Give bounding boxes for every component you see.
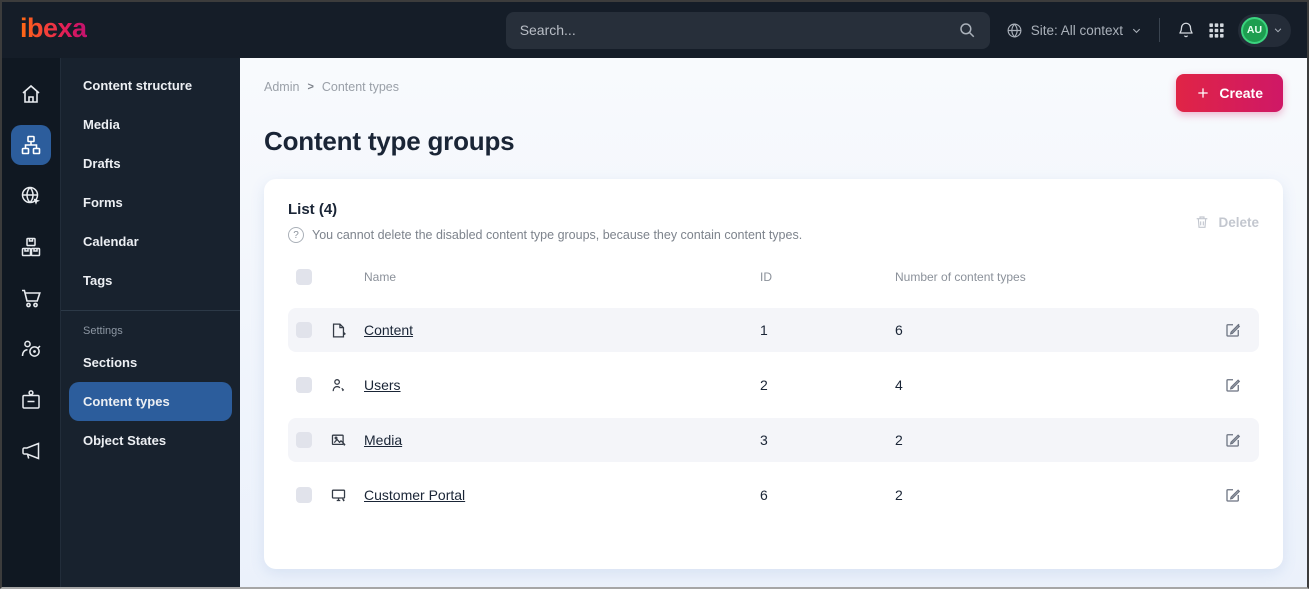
edit-icon	[1226, 434, 1241, 447]
menu-item-drafts[interactable]: Drafts	[83, 156, 121, 171]
row-checkbox[interactable]	[296, 377, 312, 393]
bell-icon[interactable]	[1177, 21, 1195, 39]
column-name: Name	[364, 270, 397, 284]
site-globe-icon	[21, 186, 40, 205]
menu-item-calendar[interactable]: Calendar	[83, 234, 139, 249]
megaphone-icon	[22, 442, 40, 460]
row-link-content[interactable]: Content	[364, 322, 414, 338]
edit-button[interactable]	[1215, 486, 1251, 504]
row-checkbox[interactable]	[296, 322, 312, 338]
table-row: Customer Portal 6 2	[288, 473, 1259, 517]
search-icon[interactable]	[958, 21, 976, 39]
row-checkbox[interactable]	[296, 432, 312, 448]
search-input[interactable]	[519, 22, 958, 38]
nav-rail	[2, 58, 60, 587]
create-button-label: Create	[1219, 85, 1263, 101]
plus-icon	[1198, 88, 1209, 98]
row-id: 2	[760, 377, 768, 393]
delete-button[interactable]: Delete	[1194, 214, 1259, 230]
menu-item-content-structure[interactable]: Content structure	[83, 78, 193, 93]
user-menu[interactable]: AU	[1238, 13, 1291, 47]
nav-corporate[interactable]	[11, 380, 51, 420]
topbar: ibexa Site: All context	[2, 2, 1307, 58]
create-button[interactable]: Create	[1176, 74, 1283, 112]
content-tree-icon	[21, 135, 41, 155]
nav-segments[interactable]	[11, 329, 51, 369]
main-content: Admin > Content types Create Content typ…	[240, 58, 1307, 587]
badge-icon	[22, 390, 40, 409]
row-count: 2	[895, 432, 903, 448]
nav-home[interactable]	[11, 74, 51, 114]
edit-button[interactable]	[1215, 321, 1251, 339]
portal-monitor-icon	[331, 489, 346, 502]
menu-item-content-types[interactable]: Content types	[69, 382, 232, 421]
avatar-chevron-icon	[1274, 28, 1282, 33]
globe-icon	[1006, 22, 1023, 39]
delete-button-label: Delete	[1218, 214, 1259, 230]
site-context-selector[interactable]: Site: All context	[1006, 22, 1142, 39]
help-icon: ?	[288, 227, 304, 243]
menu-item-forms[interactable]: Forms	[83, 195, 123, 210]
list-card: List (4) ? You cannot delete the disable…	[264, 179, 1283, 569]
list-heading: List (4)	[288, 201, 338, 218]
row-id: 1	[760, 322, 768, 338]
row-count: 2	[895, 487, 903, 503]
breadcrumb-current: Content types	[321, 80, 400, 94]
page-title: Content type groups	[264, 126, 515, 156]
menu-item-sections[interactable]: Sections	[83, 355, 138, 370]
row-id: 6	[760, 487, 768, 503]
app-grid-icon[interactable]	[1208, 22, 1225, 39]
row-link-users[interactable]: Users	[364, 377, 401, 393]
segments-target-icon	[21, 340, 41, 357]
row-id: 3	[760, 432, 768, 448]
topbar-divider	[1159, 18, 1160, 42]
nav-site[interactable]	[11, 176, 51, 216]
nav-commerce[interactable]	[11, 278, 51, 318]
products-icon	[21, 237, 41, 257]
menu-item-tags[interactable]: Tags	[83, 273, 113, 288]
menu-divider	[61, 310, 240, 311]
row-checkbox[interactable]	[296, 487, 312, 503]
edit-button[interactable]	[1215, 431, 1251, 449]
site-context-label: Site: All context	[1030, 22, 1123, 38]
select-all-checkbox[interactable]	[296, 269, 312, 285]
row-count: 6	[895, 322, 903, 338]
cart-icon	[22, 289, 41, 308]
ibexa-logo: ibexa	[20, 14, 87, 46]
menu-section-settings: Settings	[83, 325, 123, 337]
table-row: Media 3 2	[288, 418, 1259, 462]
chevron-down-icon	[1132, 28, 1141, 33]
user-icon	[332, 378, 345, 391]
row-link-media[interactable]: Media	[364, 432, 403, 448]
content-file-icon	[332, 322, 346, 338]
row-count: 4	[895, 377, 903, 393]
nav-content[interactable]	[11, 125, 51, 165]
edit-icon	[1226, 379, 1241, 392]
home-icon	[22, 84, 40, 103]
table-row: Content 1 6	[288, 308, 1259, 352]
side-menu: Content structure Media Drafts Forms Cal…	[60, 58, 240, 587]
list-note-text: You cannot delete the disabled content t…	[312, 228, 803, 242]
media-image-icon	[331, 434, 346, 446]
breadcrumb-separator: >	[307, 81, 314, 93]
edit-icon	[1226, 323, 1241, 337]
edit-icon	[1226, 489, 1241, 502]
global-search[interactable]	[505, 11, 990, 49]
row-link-customer-portal[interactable]: Customer Portal	[364, 487, 466, 503]
table-header: Name ID Number of content types	[288, 257, 1259, 297]
table-row: Users 2 4	[288, 363, 1259, 407]
avatar: AU	[1241, 16, 1268, 44]
breadcrumb: Admin > Content types	[264, 74, 399, 94]
menu-item-media[interactable]: Media	[83, 117, 120, 132]
nav-products[interactable]	[11, 227, 51, 267]
trash-icon	[1197, 216, 1208, 228]
column-id: ID	[760, 270, 772, 284]
menu-item-object-states[interactable]: Object States	[83, 433, 167, 448]
nav-marketing[interactable]	[11, 431, 51, 471]
breadcrumb-admin[interactable]: Admin	[264, 80, 300, 94]
column-count: Number of content types	[895, 270, 1026, 284]
edit-button[interactable]	[1215, 376, 1251, 394]
